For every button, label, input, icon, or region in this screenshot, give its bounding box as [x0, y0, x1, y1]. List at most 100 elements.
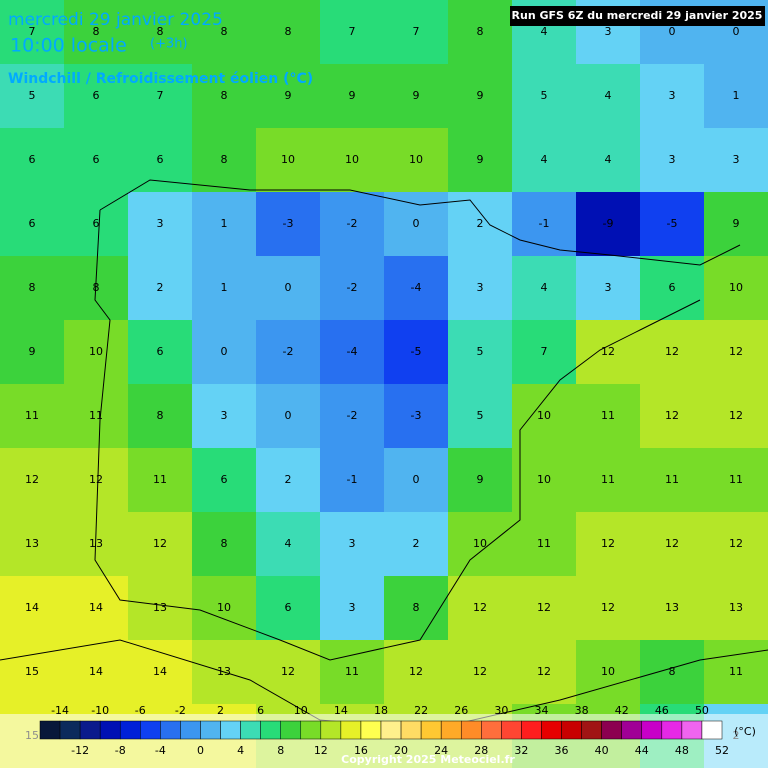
- value-label: 3: [477, 281, 484, 294]
- value-label: 3: [349, 601, 356, 614]
- field-cell: [576, 512, 641, 577]
- value-label: 9: [733, 217, 740, 230]
- value-label: 11: [537, 537, 551, 550]
- colorbar-tick-label: 20: [394, 744, 408, 757]
- coast-south: [94, 209, 701, 661]
- colorbar-cell: [440, 720, 462, 740]
- value-label: 8: [285, 25, 292, 38]
- value-label: 3: [605, 25, 612, 38]
- value-label: -9: [603, 217, 614, 230]
- colorbar-cell: [501, 720, 522, 740]
- value-label: 13: [25, 537, 39, 550]
- field-cell: [256, 384, 321, 449]
- value-label: 8: [413, 601, 420, 614]
- field-cell: [256, 128, 321, 193]
- value-label: 1: [221, 217, 228, 230]
- colorbar-cell: [300, 720, 322, 740]
- field-cell: [576, 384, 641, 449]
- colorbar-cell: [200, 720, 221, 740]
- field-cell: [128, 256, 193, 321]
- field-cell: [64, 128, 129, 193]
- colorbar-cell: [581, 720, 602, 740]
- colorbar-tick-label: -12: [71, 744, 89, 757]
- field-cell: [0, 320, 65, 385]
- value-label: 7: [157, 89, 164, 102]
- field-cell: [192, 384, 257, 449]
- field-cell: [448, 384, 513, 449]
- field-cell: [256, 576, 321, 641]
- value-label: 8: [477, 25, 484, 38]
- colorbar-tick-label: -6: [135, 704, 146, 717]
- value-label: 6: [93, 217, 100, 230]
- value-label: 13: [665, 601, 679, 614]
- value-label: 2: [285, 473, 292, 486]
- value-label: -2: [283, 345, 294, 358]
- value-label: 4: [605, 89, 612, 102]
- value-label: 0: [669, 25, 676, 38]
- value-label: 10: [729, 281, 743, 294]
- field-cell: [704, 512, 768, 577]
- colorbar-cell: [99, 720, 121, 740]
- value-label: 3: [349, 537, 356, 550]
- value-label: 8: [157, 409, 164, 422]
- field-cell: [320, 512, 385, 577]
- colorbar-cell: [180, 720, 201, 740]
- field-cell: [576, 576, 641, 641]
- value-label: 9: [29, 345, 36, 358]
- value-label: 3: [669, 153, 676, 166]
- field-cell: [320, 192, 385, 257]
- field-cell: [192, 448, 257, 513]
- value-label: 10: [345, 153, 359, 166]
- value-label: 1: [221, 281, 228, 294]
- colorbar-cell: [420, 720, 442, 740]
- value-label: 12: [409, 665, 423, 678]
- colorbar-tick-label: 42: [615, 704, 629, 717]
- field-cell: [448, 64, 513, 129]
- field-cell: [320, 576, 385, 641]
- value-label: 12: [25, 473, 39, 486]
- value-label: 2: [413, 537, 420, 550]
- colorbar-cell: [460, 720, 482, 740]
- value-label: 5: [541, 89, 548, 102]
- colorbar-cell: [400, 720, 422, 740]
- value-label: 11: [665, 473, 679, 486]
- value-label: 12: [601, 537, 615, 550]
- field-cell: [448, 128, 513, 193]
- field-cell: [0, 448, 65, 513]
- value-label: 12: [537, 665, 551, 678]
- field-cell: [384, 64, 449, 129]
- field-cell: [640, 576, 705, 641]
- field-cell: [0, 256, 65, 321]
- value-label: 0: [285, 281, 292, 294]
- field-cell: [640, 512, 705, 577]
- value-label: 9: [477, 89, 484, 102]
- colorbar-tick-label: -8: [115, 744, 126, 757]
- value-label: 7: [413, 25, 420, 38]
- value-label: 4: [541, 281, 548, 294]
- field-cell: [384, 320, 449, 385]
- field-cell: [640, 320, 705, 385]
- value-label: -2: [347, 409, 358, 422]
- value-label: 11: [89, 409, 103, 422]
- field-cell: [576, 128, 641, 193]
- unit: (°C): [734, 725, 756, 738]
- field-cell: [384, 640, 449, 705]
- colorbar: -14 -10 -6 -2 2 6 10 14 18 22 26 30 34 38 42 46 50-12 -8-…: [39, 704, 729, 757]
- colorbar-tick-label: 46: [655, 704, 669, 717]
- colorbar-tick-label: 24: [434, 744, 448, 757]
- field-cell: [448, 256, 513, 321]
- field-cell: [128, 512, 193, 577]
- value-label: 12: [601, 601, 615, 614]
- field-cell: [384, 256, 449, 321]
- field-cell: [384, 128, 449, 193]
- value-label: 12: [729, 345, 743, 358]
- value-label: 11: [729, 473, 743, 486]
- field-cell: [256, 448, 321, 513]
- field-cell: [128, 576, 193, 641]
- colorbar-tick-label: 0: [197, 744, 204, 757]
- field-cell: [640, 192, 705, 257]
- field-cell: [640, 64, 705, 129]
- value-label: 14: [153, 665, 167, 678]
- value-label: 12: [89, 473, 103, 486]
- value-label: 3: [221, 409, 228, 422]
